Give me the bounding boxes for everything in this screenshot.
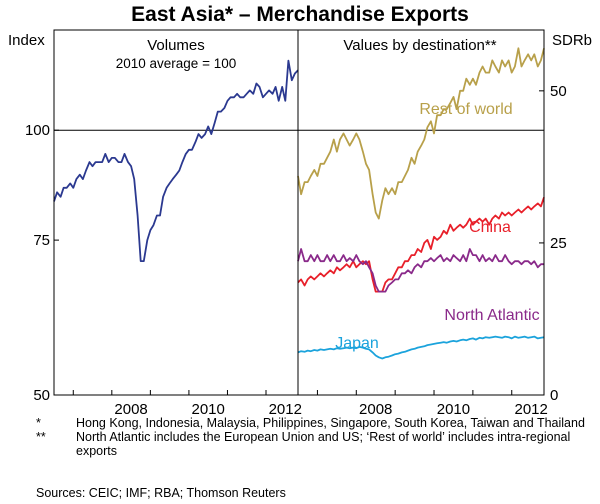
xtick-label: 2012 — [514, 401, 547, 416]
footnote: ** North Atlantic includes the European … — [36, 430, 596, 458]
footnote-text: Hong Kong, Indonesia, Malaysia, Philippi… — [76, 416, 585, 430]
series-line-rest-of-world — [297, 47, 545, 220]
xtick-label: 2012 — [269, 401, 302, 416]
panel-subtitle-volumes: 2010 average = 100 — [116, 56, 236, 71]
panel-title-values: Values by destination** — [343, 37, 496, 54]
series-label-north-atlantic: North Atlantic — [444, 307, 539, 324]
series-label-japan: Japan — [335, 335, 379, 352]
xtick-label: 2008 — [359, 401, 392, 416]
footnote-text: North Atlantic includes the European Uni… — [76, 430, 571, 459]
plot-frame — [53, 29, 545, 396]
series-label-rest-of-world: Rest of world — [419, 101, 512, 118]
series-label-china: China — [469, 219, 511, 236]
left-ytick-label: 75 — [33, 232, 50, 249]
series-line-japan — [297, 335, 545, 360]
xtick-label: 2010 — [191, 401, 224, 416]
series-line-north-atlantic — [297, 248, 544, 293]
sources: Sources: CEIC; IMF; RBA; Thomson Reuters — [36, 486, 286, 500]
footnote: * Hong Kong, Indonesia, Malaysia, Philip… — [36, 416, 596, 430]
footnote-mark: ** — [36, 430, 46, 445]
chart: East Asia* – Merchandise Exports Index S… — [8, 3, 592, 416]
right-ytick-label: 0 — [550, 387, 558, 404]
left-axis-label: Index — [8, 32, 45, 49]
right-ytick-label: 50 — [550, 83, 567, 100]
footnotes: * Hong Kong, Indonesia, Malaysia, Philip… — [36, 416, 596, 459]
right-axis-label: SDRb — [552, 32, 592, 49]
xtick-label: 2010 — [437, 401, 470, 416]
chart-title: East Asia* – Merchandise Exports — [131, 3, 469, 26]
right-ytick-label: 25 — [550, 235, 567, 252]
footnote-mark: * — [36, 416, 41, 430]
xtick-label: 2008 — [114, 401, 147, 416]
series-line-volumes — [53, 59, 299, 263]
left-ytick-label: 100 — [25, 122, 50, 139]
series-line-china — [297, 197, 545, 293]
left-ytick-label: 50 — [33, 387, 50, 404]
panel-title-volumes: Volumes — [147, 37, 205, 54]
chart-marks: 100 75 50 50 25 0 2008 2010 2012 2008 2010 2012 — [25, 47, 567, 416]
